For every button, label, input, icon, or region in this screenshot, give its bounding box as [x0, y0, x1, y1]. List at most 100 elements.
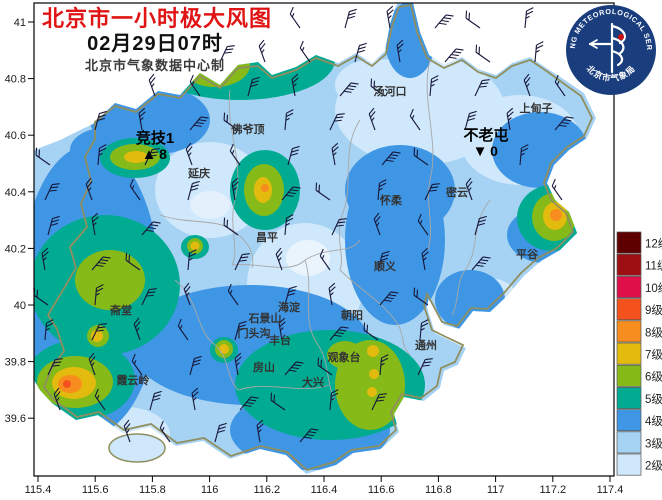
wind-barb [53, 387, 61, 411]
svg-text:115.4: 115.4 [25, 484, 52, 496]
wind-barb [131, 353, 143, 376]
wind-barb [465, 10, 481, 29]
place-label: 丰台 [269, 333, 291, 347]
place-label: 石景山 [248, 311, 282, 325]
place-label: 顺义 [374, 259, 397, 273]
logo-red-dot [618, 34, 624, 40]
place-label: 斋堂 [109, 303, 132, 317]
wind-barb [284, 285, 297, 306]
wind-barb [177, 318, 189, 341]
svg-text:40.2: 40.2 [5, 243, 26, 255]
legend-swatch [616, 453, 642, 476]
legend-swatch [616, 431, 642, 454]
wind-barb [141, 221, 161, 236]
legend-label: 9级 [645, 304, 662, 317]
wind-barb [278, 317, 286, 341]
place-label: 霞云岭 [117, 373, 150, 387]
wind-barb [291, 73, 299, 97]
wind-barb [275, 247, 283, 271]
meteorological-service-logo: BEIJING METEOROLOGICAL SERVICE 北京市气象局 [566, 5, 656, 95]
place-label: 平谷 [516, 247, 539, 261]
wind-barb [88, 352, 96, 376]
wind-barb [44, 319, 54, 341]
svg-text:116.6: 116.6 [368, 484, 395, 496]
wind-barb [231, 177, 239, 201]
legend-label: 11级 [645, 260, 662, 273]
svg-text:116: 116 [201, 484, 219, 496]
wind-barb [465, 177, 473, 201]
legend-swatch [616, 320, 642, 343]
wind-barb [247, 76, 260, 97]
wind-barb [379, 291, 399, 306]
wind-barb [133, 317, 141, 341]
wind-barb [97, 144, 107, 166]
place-label: 怀柔 [380, 193, 403, 207]
legend-label: 2级 [645, 460, 662, 473]
wind-barb [328, 282, 336, 306]
wind-barb [148, 73, 156, 97]
wind-barb [47, 215, 60, 236]
wind-barb [138, 107, 146, 131]
wind-barb [227, 283, 239, 306]
wind-barb [187, 180, 200, 201]
wind-barb [381, 151, 401, 166]
wind-barb [434, 14, 454, 29]
place-label: 观象台 [328, 350, 361, 364]
wind-barb [419, 319, 429, 341]
wind-barb [284, 361, 304, 376]
wind-barb [474, 79, 490, 97]
wind-barb [91, 212, 99, 236]
wind-barb [270, 392, 286, 411]
wind-barb [159, 420, 171, 443]
wind-barb [144, 148, 160, 166]
wind-barb [331, 142, 339, 166]
svg-text:40.6: 40.6 [5, 130, 26, 142]
wind-barb [519, 144, 529, 166]
station-name: 竞技1 [136, 129, 174, 147]
wind-barb [551, 178, 563, 201]
wind-barb [284, 214, 294, 236]
wind-barb [344, 8, 357, 29]
wind-level-legend: 12级 11级 10级 9级 8级 7级 6级 5级 4级 3级 2级 [616, 231, 662, 476]
wind-barb [331, 218, 347, 236]
svg-text:40.4: 40.4 [5, 187, 26, 199]
station-value: 8 [159, 146, 167, 162]
legend-swatch [616, 298, 642, 321]
wind-barb [339, 82, 359, 97]
wind-barb [94, 284, 104, 306]
legend-label: 10级 [645, 282, 662, 295]
x-axis: 115.4 115.6 115.8 116 116.2 116.4 116.6 116.8 11… [25, 476, 623, 496]
svg-text:116.8: 116.8 [425, 484, 452, 496]
wind-barb [471, 256, 491, 271]
wind-barb [287, 145, 300, 166]
wind-barb [409, 108, 421, 131]
wind-barb [417, 358, 433, 376]
place-label: 房山 [253, 360, 275, 374]
wind-barb [506, 107, 514, 131]
svg-text:39.6: 39.6 [5, 413, 26, 425]
place-label: 上甸子 [520, 101, 553, 115]
svg-text:117.2: 117.2 [539, 484, 566, 496]
wind-barb [141, 288, 157, 306]
wind-barb [223, 217, 239, 236]
wind-barb [379, 354, 389, 376]
wind-barb [187, 249, 197, 271]
svg-text:40.8: 40.8 [5, 74, 26, 86]
svg-text:117: 117 [487, 484, 505, 496]
wind-barb [315, 182, 331, 201]
legend-label: 12级 [645, 238, 662, 251]
legend-swatch [616, 253, 642, 276]
legend-swatch [616, 342, 642, 365]
legend-label: 7级 [645, 349, 662, 362]
legend-label: 3级 [645, 437, 662, 450]
legend-swatch [616, 231, 642, 254]
wind-barb [474, 215, 487, 236]
wind-barb [189, 116, 209, 131]
wind-barb [183, 282, 191, 306]
wind-barb [299, 40, 311, 63]
contour-fill-layer [34, 3, 596, 474]
wind-barb [234, 253, 250, 271]
legend-label: 4级 [645, 415, 662, 428]
